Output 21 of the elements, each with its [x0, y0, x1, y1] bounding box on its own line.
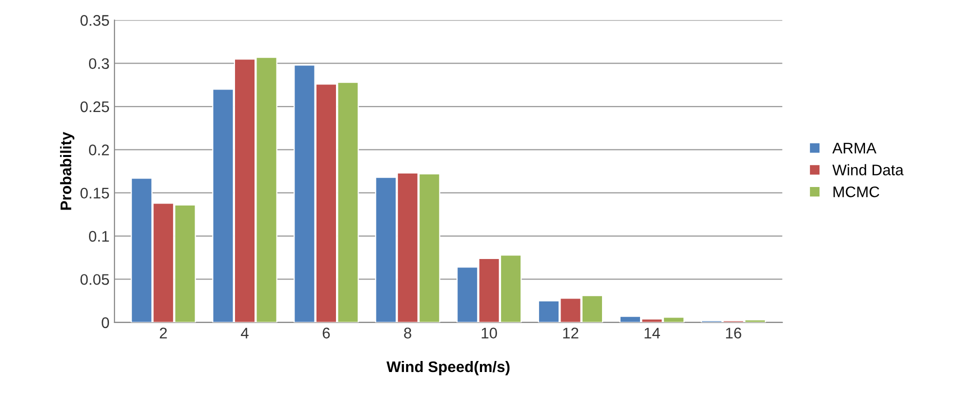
x-tick-label: 12	[563, 328, 578, 338]
x-tick-label: 4	[240, 328, 249, 338]
y-tick-label: 0	[102, 317, 110, 328]
y-tick-label: 0.25	[80, 101, 109, 112]
x-tick-label: 8	[404, 328, 412, 338]
x-tick-label: 2	[160, 328, 167, 338]
y-tick-label: 0.35	[80, 15, 109, 26]
legend-label: MCMC	[834, 186, 880, 198]
y-axis-title: Probability	[60, 132, 74, 210]
legend-label: ARMA	[832, 142, 876, 154]
x-tick-label: 6	[322, 328, 330, 338]
x-tick-label: 16	[726, 328, 742, 338]
y-tick-label: 0.15	[80, 188, 109, 199]
y-tick-label: 0.3	[88, 58, 109, 70]
x-axis-title: Wind Speed(m/s)	[386, 360, 510, 376]
y-tick-label: 0.05	[80, 274, 109, 285]
x-tick-label: 14	[644, 328, 660, 338]
x-tick-label: 10	[482, 328, 497, 338]
y-tick-label: 0.2	[88, 144, 109, 156]
y-tick-label: 0.1	[88, 230, 109, 242]
legend-label: Wind Data	[832, 164, 904, 176]
